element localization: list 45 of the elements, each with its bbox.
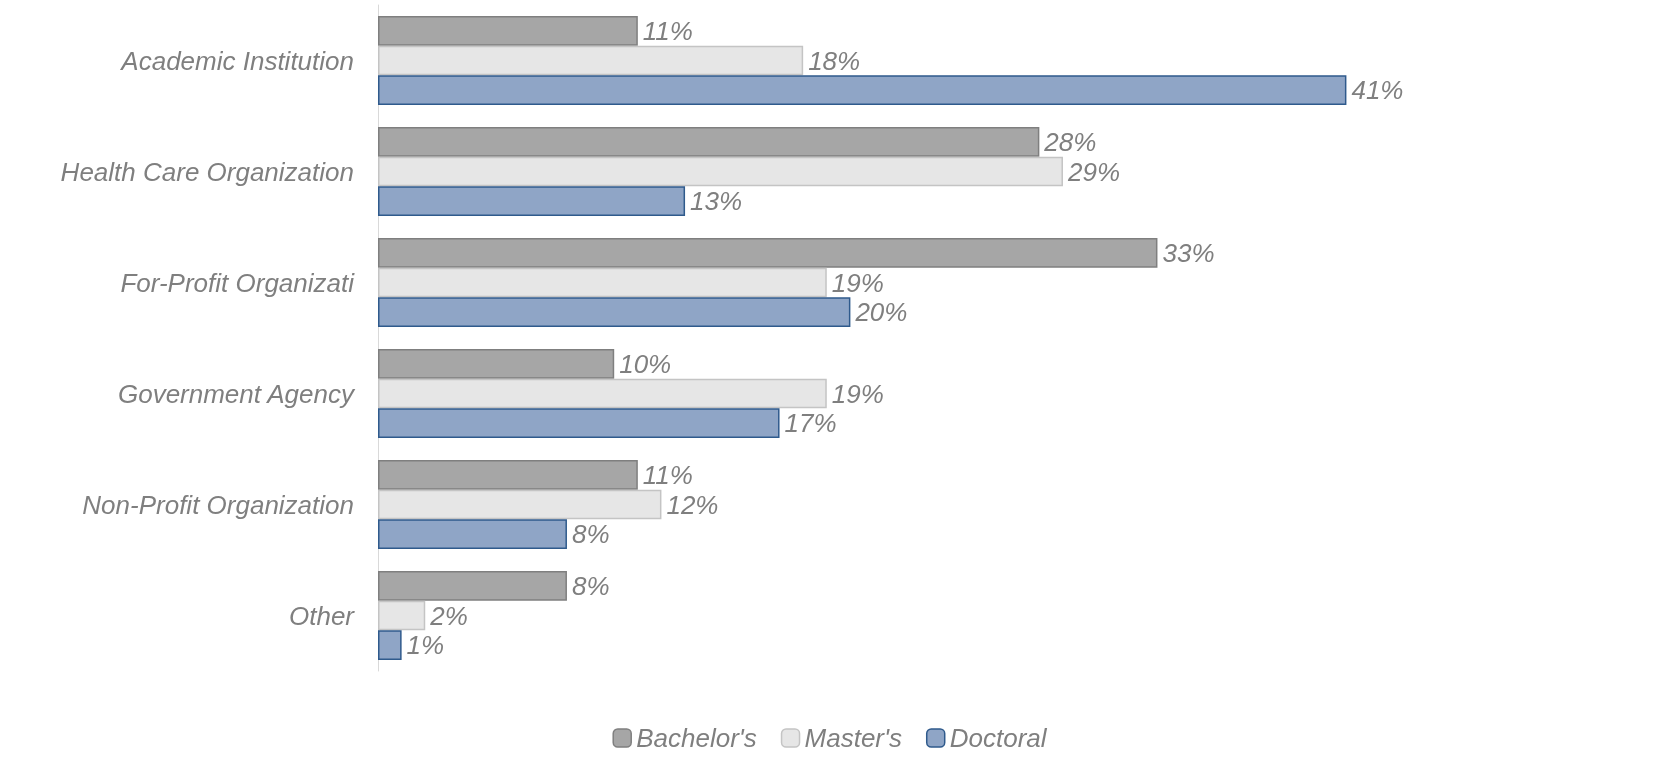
data-label: 20% bbox=[854, 297, 908, 328]
y-tick-label: Government Agency bbox=[117, 378, 356, 409]
bar bbox=[378, 630, 402, 660]
data-label: 10% bbox=[619, 348, 672, 379]
data-label: 33% bbox=[1162, 237, 1215, 268]
data-label: 11% bbox=[642, 15, 693, 46]
bar bbox=[378, 460, 638, 490]
y-tick-label: Academic Institution bbox=[119, 45, 354, 76]
data-label: 18% bbox=[808, 45, 861, 76]
bar bbox=[378, 349, 615, 379]
data-label: 8% bbox=[571, 570, 610, 601]
bar bbox=[378, 408, 780, 438]
y-tick-label: Non-Profit Organization bbox=[82, 489, 354, 520]
y-tick-label: Other bbox=[288, 600, 356, 631]
data-label: 41% bbox=[1351, 75, 1404, 106]
legend-label: Doctoral bbox=[949, 723, 1048, 753]
data-label: 13% bbox=[690, 186, 743, 217]
bar bbox=[378, 186, 686, 216]
data-label: 19% bbox=[831, 378, 884, 409]
bar bbox=[378, 156, 1063, 187]
bar bbox=[378, 238, 1158, 268]
bar bbox=[378, 45, 804, 76]
data-label: 29% bbox=[1066, 156, 1121, 187]
data-label: 8% bbox=[571, 519, 610, 550]
bar bbox=[378, 75, 1347, 105]
bar bbox=[378, 267, 827, 298]
bar bbox=[378, 519, 567, 549]
bar bbox=[378, 600, 426, 631]
y-tick-label: For-Profit Organizati bbox=[120, 267, 356, 298]
bar bbox=[378, 489, 662, 520]
bar bbox=[378, 378, 827, 409]
bar bbox=[378, 16, 638, 46]
data-label: 12% bbox=[666, 489, 719, 520]
data-label: 2% bbox=[429, 600, 468, 631]
data-label: 11% bbox=[642, 459, 693, 490]
legend-label: Bachelor's bbox=[636, 723, 757, 753]
legend-label: Master's bbox=[804, 723, 902, 753]
data-label: 19% bbox=[831, 267, 884, 298]
data-label: 17% bbox=[784, 408, 837, 439]
bar bbox=[378, 297, 851, 327]
bar bbox=[378, 571, 567, 601]
bar bbox=[378, 127, 1040, 157]
data-label: 1% bbox=[406, 630, 445, 661]
y-tick-label: Health Care Organization bbox=[60, 156, 354, 187]
data-label: 28% bbox=[1043, 126, 1097, 157]
